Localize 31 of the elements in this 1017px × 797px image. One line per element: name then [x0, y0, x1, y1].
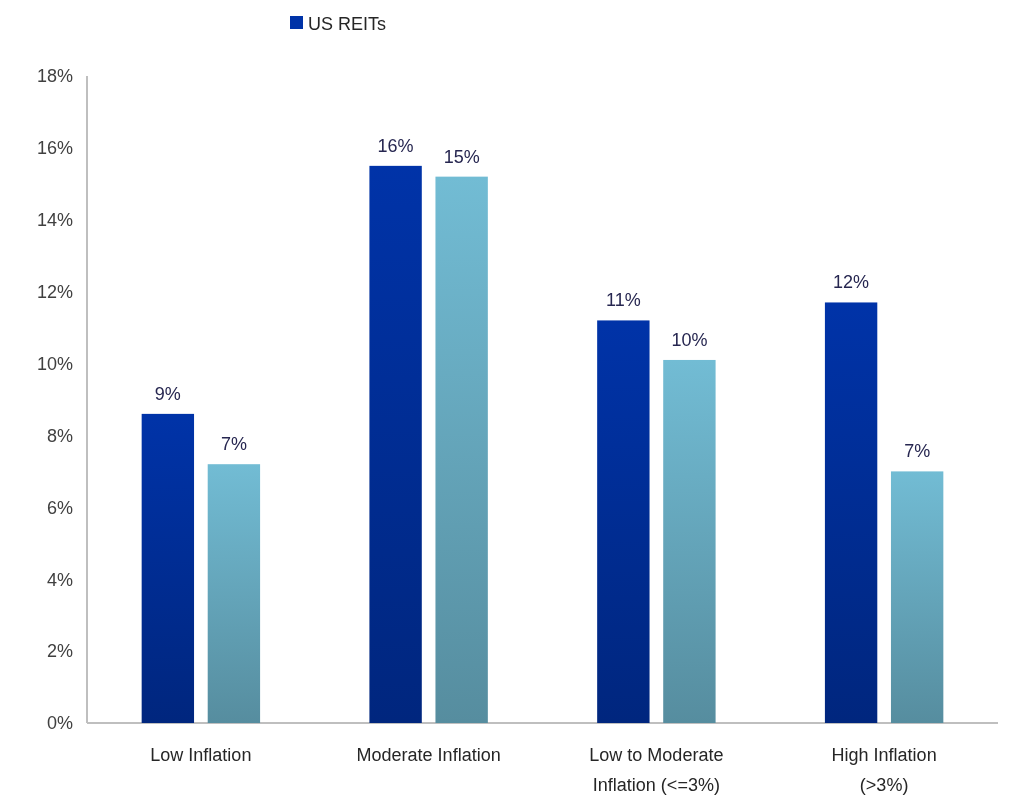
y-tick-label: 14%	[36, 210, 73, 231]
x-tick-label: Low to Moderate Inflation (<=3%)	[589, 745, 724, 795]
bar	[597, 320, 650, 723]
data-label: 7%	[220, 434, 247, 455]
y-tick-label: 4%	[46, 569, 73, 590]
y-tick-label: 10%	[36, 353, 73, 374]
x-tick-label: High Inflation (>3%)	[831, 745, 937, 795]
x-tick-label: Moderate Inflation	[356, 745, 501, 765]
bar	[369, 165, 422, 723]
data-label: 11%	[606, 290, 641, 311]
x-tick-label: Low Inflation	[150, 745, 252, 765]
bar	[663, 359, 716, 723]
y-tick-label: 6%	[46, 497, 73, 518]
bar	[141, 413, 195, 723]
data-label: 10%	[671, 329, 708, 350]
y-tick-label: 8%	[46, 425, 73, 446]
data-label: 9%	[154, 383, 181, 404]
data-label: 7%	[904, 441, 931, 462]
bar	[890, 471, 944, 723]
data-label: 15%	[443, 146, 480, 167]
y-tick-label: 0%	[46, 713, 73, 734]
bar	[207, 464, 261, 723]
bar	[824, 302, 878, 723]
data-label: 12%	[833, 272, 870, 293]
y-tick-label: 2%	[46, 641, 73, 662]
y-tick-label: 16%	[36, 138, 73, 159]
legend-label: US REITs	[308, 14, 387, 35]
data-label: 16%	[377, 135, 414, 156]
y-tick-label: 18%	[36, 66, 73, 87]
y-tick-label: 12%	[36, 281, 73, 302]
bar	[435, 176, 488, 723]
